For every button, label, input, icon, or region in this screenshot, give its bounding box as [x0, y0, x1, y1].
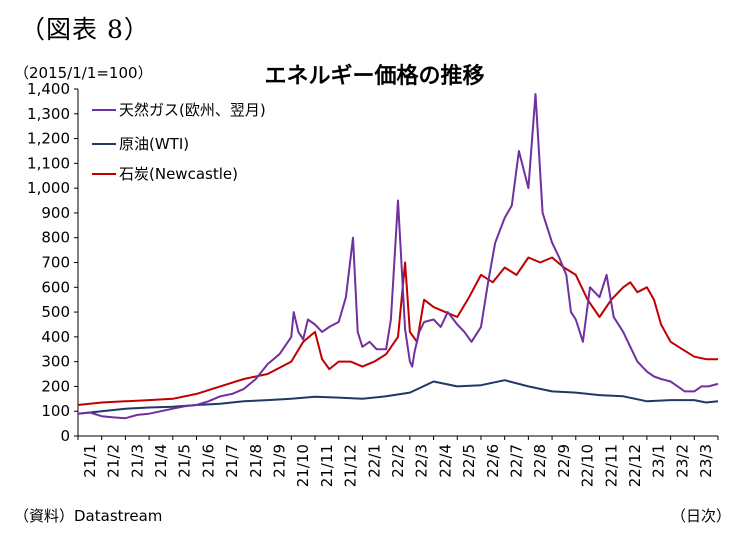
x-tick-label: 21/1	[81, 444, 99, 478]
x-tick-label: 23/3	[697, 444, 715, 478]
x-tick-label: 22/5	[460, 444, 478, 478]
x-tick-label: 21/3	[128, 444, 146, 478]
x-tick-label: 21/12	[342, 444, 360, 487]
y-tick-label: 700	[41, 254, 70, 272]
source-label: （資料）Datastream	[14, 507, 163, 525]
y-tick-label: 1,200	[27, 130, 70, 148]
x-tick-label: 22/1	[365, 444, 383, 478]
x-tick-label: 21/4	[152, 444, 170, 478]
y-tick-label: 100	[41, 402, 70, 420]
y-tick-label: 1,000	[27, 179, 70, 197]
x-tick-label: 22/4	[436, 444, 454, 478]
y-tick-label: 0	[60, 427, 70, 445]
x-tick-label: 23/2	[673, 444, 691, 478]
x-tick-label: 22/9	[555, 444, 573, 478]
x-tick-label: 22/7	[508, 444, 526, 478]
chart-title: エネルギー価格の推移	[264, 64, 485, 89]
x-tick-label: 21/8	[247, 444, 265, 478]
legend-label-1: 原油(WTI)	[119, 135, 189, 153]
x-tick-label: 23/1	[650, 444, 668, 478]
x-unit-label: （日次）	[670, 507, 731, 525]
y-tick-label: 1,300	[27, 105, 70, 123]
x-tick-label: 22/8	[531, 444, 549, 478]
x-tick-label: 22/12	[626, 444, 644, 487]
y-tick-label: 800	[41, 229, 70, 247]
x-tick-label: 21/9	[270, 444, 288, 478]
y-tick-label: 1,100	[27, 154, 70, 172]
y-tick-label: 500	[41, 303, 70, 321]
x-tick-label: 22/6	[484, 444, 502, 478]
x-tick-label: 21/5	[176, 444, 194, 478]
legend-label-0: 天然ガス(欧州、翌月)	[119, 101, 266, 119]
x-tick-label: 21/7	[223, 444, 241, 478]
y-tick-label: 1,400	[27, 80, 70, 98]
unit-label: （2015/1/1=100）	[14, 64, 153, 82]
figure-label: （図表 8）	[20, 15, 150, 44]
x-tick-label: 21/10	[294, 444, 312, 487]
series-line-2	[77, 256, 718, 406]
x-tick-label: 22/3	[413, 444, 431, 478]
y-tick-label: 200	[41, 377, 70, 395]
x-tick-label: 22/10	[579, 444, 597, 487]
x-tick-label: 22/2	[389, 444, 407, 478]
y-tick-label: 400	[41, 328, 70, 346]
x-tick-label: 21/11	[318, 444, 336, 487]
legend-label-2: 石炭(Newcastle)	[119, 165, 238, 183]
x-tick-label: 21/6	[199, 444, 217, 478]
series-line-0	[77, 93, 719, 420]
y-tick-label: 900	[41, 204, 70, 222]
y-tick-label: 300	[41, 353, 70, 371]
x-tick-label: 22/11	[602, 444, 620, 487]
y-tick-label: 600	[41, 278, 70, 296]
x-tick-label: 21/2	[105, 444, 123, 478]
